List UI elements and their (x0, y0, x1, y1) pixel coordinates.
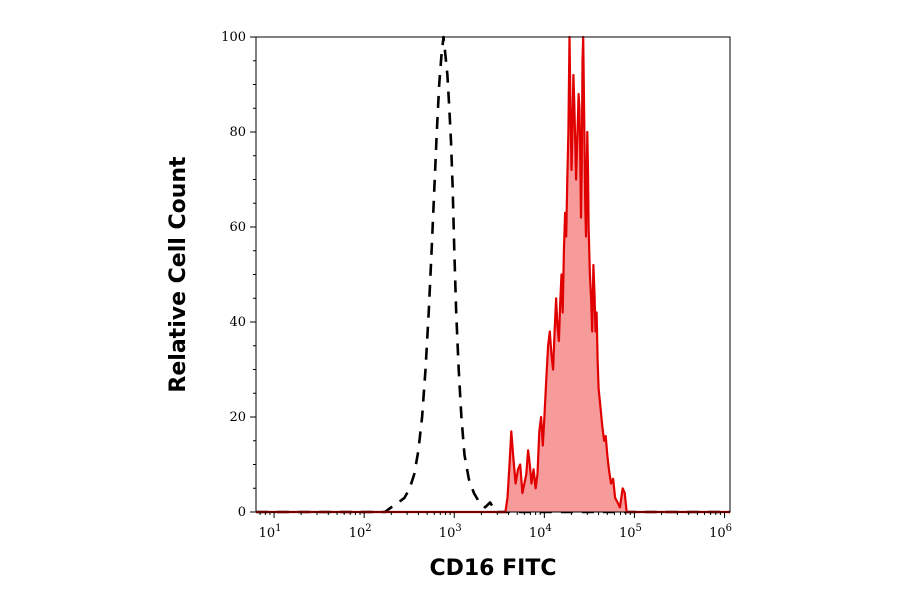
series-0-line (256, 35, 730, 514)
y-tick-label: 20 (229, 410, 246, 425)
x-tick-label: 103 (439, 523, 462, 541)
y-tick-label: 40 (229, 315, 246, 330)
axes: 0 20 40 60 80 100 101 102 103 104 105 106 (221, 30, 732, 541)
y-tick-label: 100 (221, 30, 246, 45)
series-1-line (256, 35, 730, 514)
plot-frame (255, 36, 731, 513)
y-axis-title: Relative Cell Count (166, 156, 191, 393)
x-tick-label: 104 (529, 523, 552, 541)
plot-area (256, 35, 730, 514)
y-tick-label: 0 (238, 505, 246, 520)
x-axis-title: CD16 FITC (429, 556, 556, 581)
y-tick-label: 60 (229, 220, 246, 235)
x-tick-label: 102 (349, 523, 372, 541)
y-tick-label: 80 (229, 125, 246, 140)
series-1-fill (256, 37, 730, 512)
x-tick-label: 105 (619, 523, 642, 541)
x-tick-label: 106 (709, 523, 732, 541)
x-tick-label: 101 (259, 523, 282, 541)
